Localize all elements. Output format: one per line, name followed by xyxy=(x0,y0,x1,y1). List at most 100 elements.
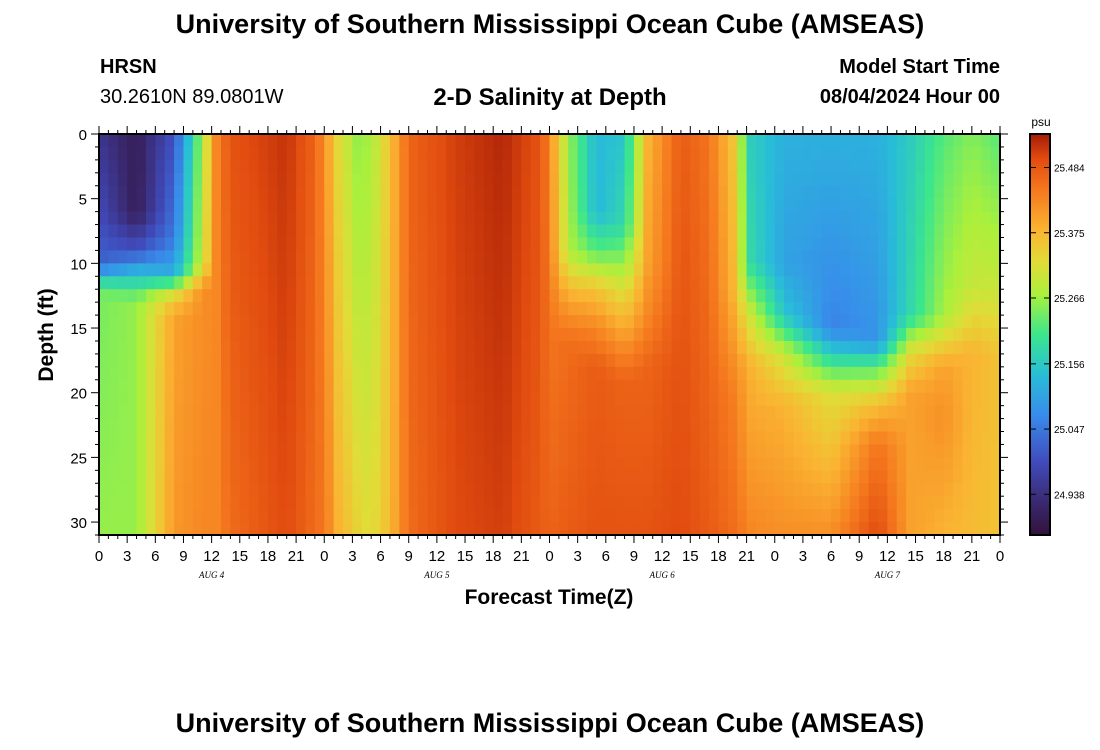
heatmap-cell xyxy=(314,172,325,187)
heatmap-cell xyxy=(718,224,729,239)
heatmap-cell xyxy=(615,159,626,174)
heatmap-cell xyxy=(774,379,785,394)
heatmap-cell xyxy=(906,237,917,252)
y-axis-label: Depth (ft) xyxy=(35,288,58,381)
heatmap-cell xyxy=(953,405,964,420)
heatmap-cell xyxy=(239,353,250,368)
heatmap-cell xyxy=(934,328,945,342)
heatmap-cell xyxy=(249,315,260,329)
heatmap-cell xyxy=(314,211,325,226)
heatmap-cell xyxy=(493,159,504,174)
heatmap-cell xyxy=(361,250,372,264)
heatmap-cell xyxy=(474,418,485,433)
heatmap-cell xyxy=(305,172,316,187)
heatmap-cell xyxy=(305,302,316,316)
heatmap-cell xyxy=(408,185,419,200)
heatmap-cell xyxy=(117,134,128,148)
heatmap-cell xyxy=(849,509,860,523)
heatmap-cell xyxy=(108,353,119,368)
heatmap-cell xyxy=(136,185,147,200)
heatmap-cell xyxy=(624,159,635,174)
heatmap-cell xyxy=(784,366,795,381)
heatmap-cell xyxy=(633,366,644,381)
heatmap-cell xyxy=(286,172,297,187)
heatmap-cell xyxy=(230,496,241,510)
heatmap-cell xyxy=(333,250,344,264)
heatmap-cell xyxy=(267,405,278,420)
heatmap-cell xyxy=(727,237,738,252)
heatmap-cell xyxy=(633,172,644,187)
heatmap-cell xyxy=(117,444,128,458)
heatmap-cell xyxy=(427,224,438,239)
heatmap-cell xyxy=(831,392,842,407)
heatmap-cell xyxy=(239,457,250,471)
heatmap-cell xyxy=(174,289,185,303)
heatmap-cell xyxy=(699,483,710,497)
heatmap-cell xyxy=(436,198,447,213)
heatmap-cell xyxy=(774,224,785,239)
heatmap-cell xyxy=(145,172,156,187)
heatmap-cell xyxy=(286,340,297,355)
heatmap-cell xyxy=(371,211,382,226)
heatmap-cell xyxy=(812,276,823,290)
heatmap-cell xyxy=(211,263,222,277)
heatmap-cell xyxy=(774,353,785,368)
heatmap-cell xyxy=(399,328,410,342)
heatmap-cell xyxy=(221,405,231,420)
heatmap-cell xyxy=(755,263,766,277)
heatmap-cell xyxy=(596,470,607,484)
heatmap-cell xyxy=(971,263,982,277)
heatmap-cell xyxy=(465,134,476,148)
heatmap-cell xyxy=(352,159,363,174)
heatmap-cell xyxy=(483,444,494,458)
heatmap-cell xyxy=(877,211,888,226)
heatmap-cell xyxy=(99,250,109,264)
heatmap-cell xyxy=(164,470,175,484)
heatmap-cell xyxy=(389,159,400,174)
heatmap-cell xyxy=(718,483,729,497)
heatmap-cell xyxy=(793,250,804,264)
heatmap-cell xyxy=(239,418,250,433)
heatmap-cell xyxy=(934,276,945,290)
heatmap-cell xyxy=(314,289,325,303)
heatmap-cell xyxy=(662,224,673,239)
heatmap-cell xyxy=(305,405,316,420)
heatmap-cell xyxy=(427,470,438,484)
heatmap-cell xyxy=(296,211,307,226)
heatmap-cell xyxy=(868,289,879,303)
heatmap-cell xyxy=(446,496,457,510)
heatmap-cell xyxy=(596,250,607,264)
heatmap-cell xyxy=(145,392,156,407)
heatmap-cell xyxy=(633,340,644,355)
heatmap-cell xyxy=(896,340,907,355)
heatmap-cell xyxy=(493,224,504,239)
heatmap-cell xyxy=(709,444,720,458)
heatmap-cell xyxy=(746,522,757,536)
heatmap-cell xyxy=(258,366,269,381)
heatmap-cell xyxy=(662,263,673,277)
heatmap-cell xyxy=(962,224,973,239)
heatmap-cell xyxy=(427,457,438,471)
x-tick-label: 21 xyxy=(738,548,755,565)
heatmap-cell xyxy=(174,263,185,277)
heatmap-cell xyxy=(718,470,729,484)
heatmap-cell xyxy=(418,263,429,277)
heatmap-cell xyxy=(446,431,457,446)
heatmap-cell xyxy=(549,237,560,252)
heatmap-cell xyxy=(652,134,663,148)
heatmap-cell xyxy=(239,328,250,342)
heatmap-cell xyxy=(755,159,766,174)
heatmap-cell xyxy=(474,444,485,458)
heatmap-cell xyxy=(352,211,363,226)
heatmap-cell xyxy=(436,237,447,252)
heatmap-cell xyxy=(934,496,945,510)
heatmap-cell xyxy=(183,353,194,368)
heatmap-cell xyxy=(371,418,382,433)
heatmap-cell xyxy=(202,457,213,471)
heatmap-cell xyxy=(267,159,278,174)
heatmap-cell xyxy=(680,470,691,484)
heatmap-cell xyxy=(474,379,485,394)
heatmap-cell xyxy=(343,483,354,497)
heatmap-cell xyxy=(737,366,748,381)
heatmap-cell xyxy=(774,211,785,226)
